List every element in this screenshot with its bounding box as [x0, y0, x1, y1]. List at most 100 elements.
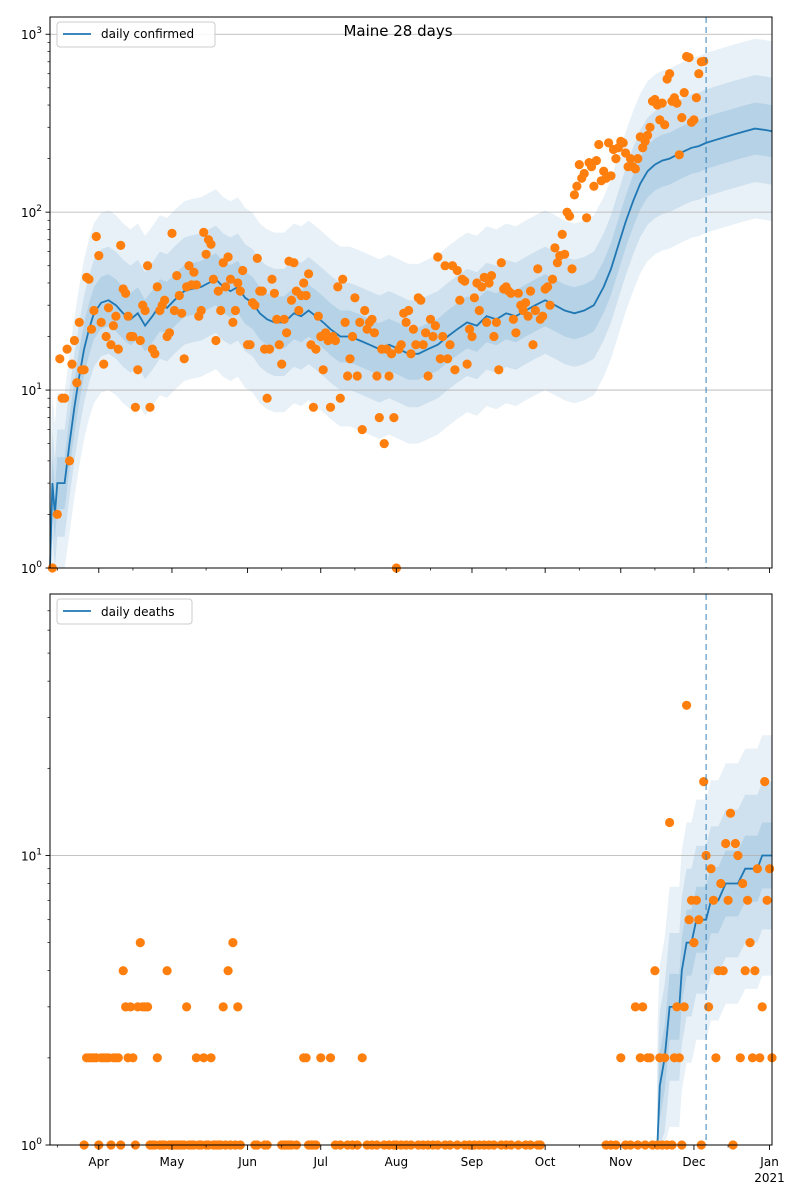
observed-point — [64, 456, 75, 466]
x-tick-label: Jan — [759, 1155, 779, 1169]
observed-point — [625, 154, 636, 164]
observed-point — [55, 354, 65, 364]
observed-point — [152, 1053, 162, 1063]
observed-point — [569, 190, 580, 200]
uncertainty-band — [657, 735, 772, 1145]
observed-point — [579, 168, 589, 179]
observed-point — [191, 280, 201, 290]
observed-point — [218, 1002, 228, 1012]
observed-point — [672, 1002, 682, 1012]
observed-point — [543, 282, 553, 292]
observed-point — [360, 305, 370, 316]
observed-point — [60, 393, 70, 403]
legend-label-daily-deaths: daily deaths — [101, 605, 174, 619]
observed-point — [267, 274, 277, 284]
observed-point — [474, 305, 484, 316]
observed-point — [694, 915, 704, 925]
observed-point — [423, 371, 433, 381]
observed-point — [630, 1002, 641, 1012]
observed-point — [108, 321, 118, 331]
observed-point — [567, 264, 577, 274]
observed-point — [521, 298, 531, 308]
observed-point — [699, 777, 709, 787]
observed-point — [113, 1053, 123, 1063]
observed-point — [69, 335, 79, 346]
observed-point — [299, 278, 309, 288]
observed-point — [72, 378, 82, 388]
observed-point — [304, 269, 314, 279]
observed-point — [460, 276, 470, 286]
observed-point — [594, 139, 604, 150]
observed-point — [169, 305, 179, 316]
observed-point — [308, 402, 318, 412]
observed-point — [91, 231, 101, 242]
observed-point — [672, 98, 682, 108]
observed-point — [94, 251, 104, 261]
observed-point — [350, 293, 360, 303]
confirmed-y-axis: 100 101 102 103 — [21, 26, 50, 576]
observed-point — [750, 966, 760, 976]
observed-point — [582, 213, 592, 223]
observed-point — [213, 286, 223, 296]
observed-point — [294, 305, 304, 316]
observed-point — [574, 160, 584, 170]
observed-point — [211, 335, 221, 346]
x-year-label: 2021 — [754, 1171, 785, 1185]
observed-point — [174, 290, 184, 301]
observed-point — [167, 228, 177, 238]
observed-point — [564, 211, 575, 221]
observed-point — [162, 966, 172, 976]
observed-point — [143, 1002, 153, 1012]
observed-point — [725, 808, 736, 818]
observed-point — [560, 249, 570, 259]
observed-point — [318, 365, 328, 375]
observed-point — [718, 966, 728, 976]
observed-point — [201, 249, 211, 259]
observed-point — [199, 227, 209, 237]
observed-point — [150, 349, 160, 359]
observed-point — [650, 966, 660, 976]
legend-box — [56, 21, 216, 48]
confirmed-axes-frame — [49, 16, 773, 569]
observed-point — [116, 240, 126, 250]
y-tick-label: 101 — [21, 382, 42, 398]
observed-point — [682, 700, 692, 710]
observed-point — [711, 1053, 721, 1063]
observed-point — [404, 305, 414, 316]
observed-point — [128, 331, 138, 342]
observed-point — [760, 777, 770, 787]
confirmed-panel: 100 101 102 103 Maine 28 days daily confirm… — [21, 16, 773, 576]
observed-point — [723, 895, 733, 905]
observed-point — [223, 252, 233, 262]
axes-frame — [49, 593, 773, 1146]
observed-point — [221, 282, 231, 292]
y-tick-label: 103 — [21, 26, 42, 42]
observed-point — [133, 365, 143, 375]
x-tick-label: Oct — [535, 1155, 556, 1169]
observed-point — [489, 331, 499, 342]
observed-point — [735, 1053, 745, 1063]
observed-point — [491, 317, 501, 327]
observed-point — [589, 181, 599, 191]
observed-point — [496, 258, 506, 268]
observed-point — [216, 305, 226, 316]
x-tick-label: Dec — [682, 1155, 705, 1169]
observed-point — [101, 331, 111, 342]
observed-point — [635, 1053, 645, 1063]
observed-point — [645, 122, 655, 132]
observed-point — [172, 271, 182, 281]
observed-point — [660, 120, 670, 130]
observed-point — [208, 274, 218, 284]
observed-point — [225, 274, 236, 284]
observed-point — [638, 1002, 648, 1012]
observed-point — [435, 354, 445, 364]
observed-point — [184, 261, 194, 271]
observed-point — [743, 895, 753, 905]
confirmed-uncertainty-bands — [50, 38, 772, 568]
observed-point — [699, 56, 709, 66]
x-tick-label: Nov — [609, 1155, 632, 1169]
legend-label-daily-confirmed: daily confirmed — [101, 27, 194, 41]
observed-point — [740, 966, 750, 976]
observed-point — [274, 340, 284, 350]
observed-point — [96, 317, 106, 327]
